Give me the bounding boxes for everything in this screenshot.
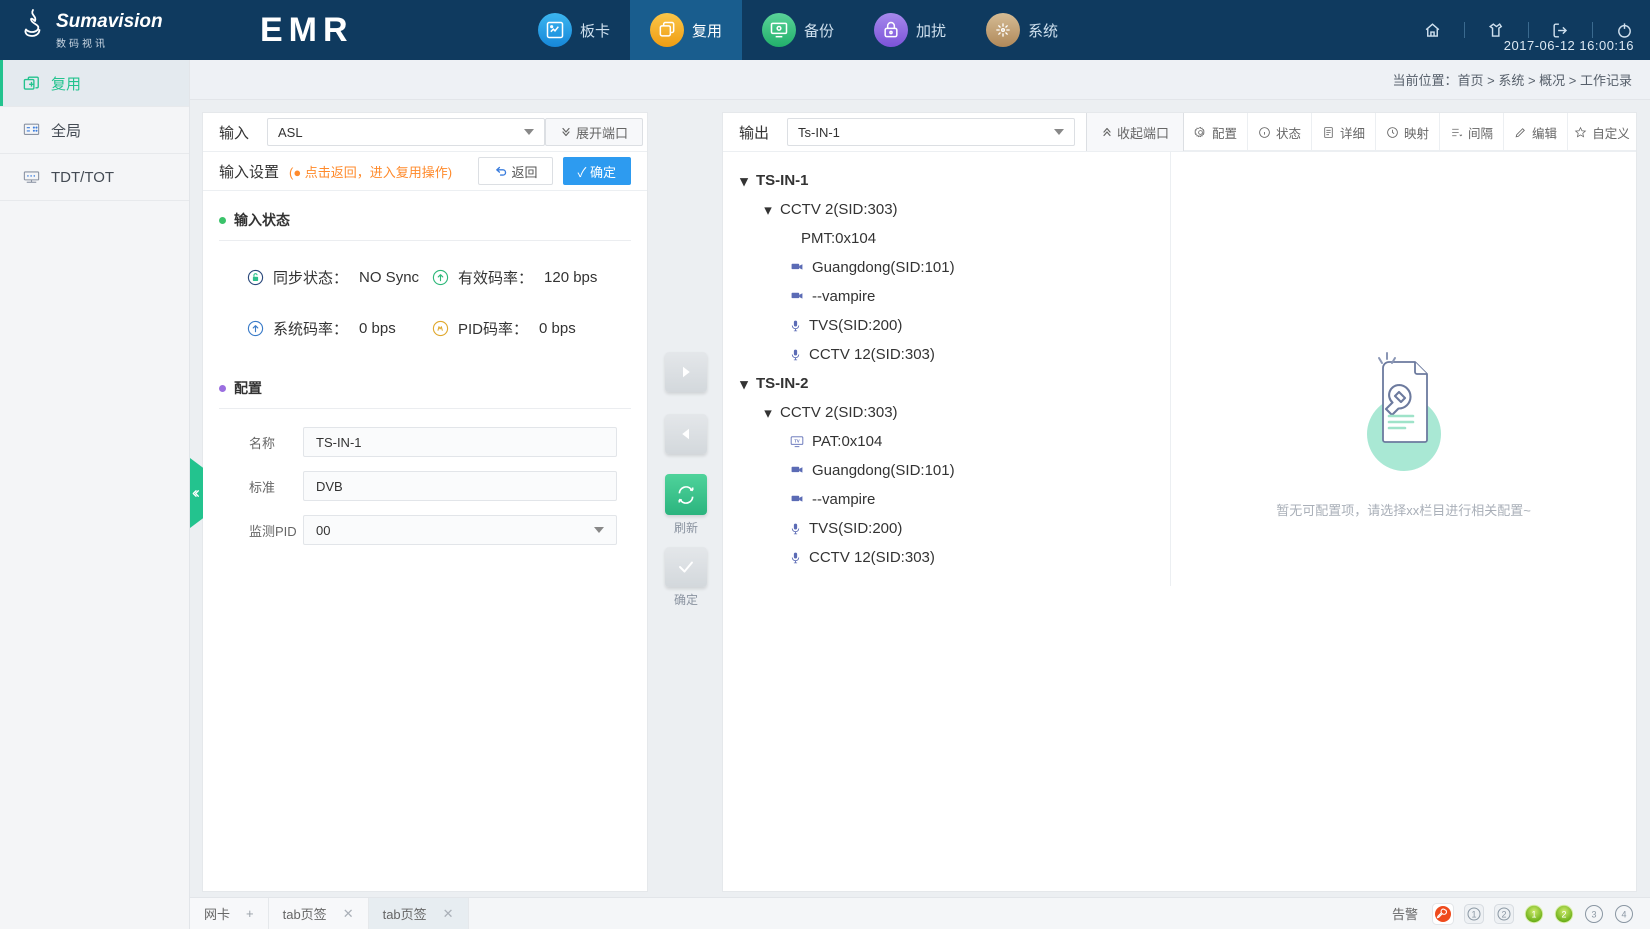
svg-text:4: 4 (1621, 909, 1626, 919)
svg-text:2: 2 (1561, 909, 1566, 919)
svg-text:2: 2 (1501, 909, 1506, 919)
svg-text:1: 1 (1471, 909, 1476, 919)
svg-text:1: 1 (1531, 909, 1536, 919)
svg-text:TV: TV (794, 438, 799, 443)
svg-text:3: 3 (1591, 909, 1596, 919)
